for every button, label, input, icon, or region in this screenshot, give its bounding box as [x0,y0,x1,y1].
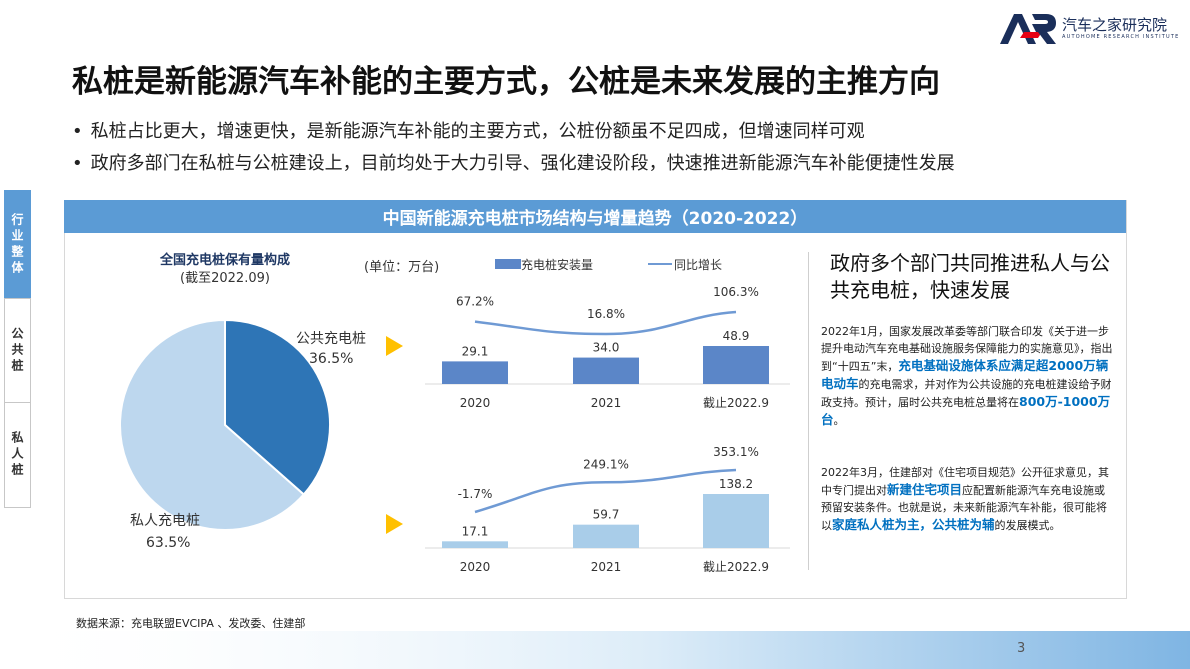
pie-title: 全国充电桩保有量构成 [159,253,290,268]
para-text: 2022年3月，住建部对《住宅项目规范》公开征求意见，其中专门提出对 [821,466,1109,497]
bullet-text: 私桩占比更大，增速更快，是新能源汽车补能的主要方式，公桩份额虽不足四成，但增速同… [90,121,865,142]
bar-value-label: 29.1 [462,344,489,358]
para-text: 的发展模式。 [994,519,1061,532]
panel-title: 中国新能源充电桩市场结构与增量趋势（2020-2022） [64,200,1126,233]
para-text: 。 [833,414,845,427]
bar-chart-private: 17.1 2020 59.7 2021 138.2 截止2022.9 -1.7% 249.1%… [425,445,790,574]
footer-bar [0,631,1190,669]
growth-line [474,310,737,336]
bar [703,346,769,384]
tab-private[interactable]: 私人桩 [4,402,31,508]
bar-value-label: 138.2 [719,477,753,491]
bar-value-label: 17.1 [462,524,489,538]
growth-label: -1.7% [458,487,493,501]
bar [703,494,769,548]
bar-value-label: 48.9 [723,329,750,343]
bullet-item-1: • 私桩占比更大，增速更快，是新能源汽车补能的主要方式，公桩份额虽不足四成，但增速… [72,121,865,142]
bar-value-label: 34.0 [593,341,620,355]
bar [442,541,508,548]
bullet-text: 政府多部门在私桩与公桩建设上，目前均处于大力引导、强化建设阶段，快速推进新能源汽… [90,153,955,174]
para-text: 应配置新能源汽车充电设施或预留安装条件。也就是说，未来新能源汽车补能，很可能将以 [821,484,1107,532]
pie-label-public: 公共充电桩 [296,331,366,347]
pie-slice [224,318,331,496]
category-label: 2021 [591,560,622,574]
pie-chart [119,318,331,531]
tab-public[interactable]: 公共桩 [4,298,31,403]
logo-subtext: AUTOHOME RESEARCH INSTITUTE [1062,34,1180,40]
category-label: 截止2022.9 [703,396,769,410]
legend-bar-swatch [495,259,521,269]
growth-label: 106.3% [713,285,759,299]
pointer-triangle-icon [386,336,403,356]
para-highlight: 充电基础设施体系应满足超2000万辆电动车 [821,358,1109,391]
para-text: 的充电需求，并对作为公共设施的充电桩建设给予财政支持。预计，届时公共充电桩总量将… [821,378,1112,409]
pie-label-private: 私人充电桩 [130,513,200,529]
bar-chart-public: 29.1 2020 34.0 2021 48.9 截止2022.9 67.2% 16.8% 10… [425,285,790,410]
para-text: 2022年1月，国家发展改革委等部门联合印发《关于进一步提升电动汽车充电基础设施… [821,325,1113,373]
growth-label: 353.1% [713,445,759,459]
pointer-triangle-icon [386,514,403,534]
growth-label: 67.2% [456,295,494,309]
pie-slice [119,318,306,531]
logo-icon [1000,14,1056,44]
category-label: 2020 [460,560,491,574]
category-label: 2021 [591,396,622,410]
growth-label: 16.8% [587,307,625,321]
category-label: 截止2022.9 [703,560,769,574]
legend-bar-label: 充电桩安装量 [521,258,594,272]
pie-pct-public: 36.5% [309,351,354,367]
pie-subtitle: (截至2022.09) [180,271,270,286]
divider [808,252,809,570]
bar [573,524,639,548]
data-source: 数据来源：充电联盟EVCIPA 、发改委、住建部 [76,617,306,630]
right-heading: 政府多个部门共同推进私人与公共充电桩，快速发展 [830,251,1110,302]
policy-paragraph-1: 2022年1月，国家发展改革委等部门联合印发《关于进一步提升电动汽车充电基础设施… [821,323,1115,429]
policy-paragraph-2: 2022年3月，住建部对《住宅项目规范》公开征求意见，其中专门提出对新建住宅项目… [821,464,1115,534]
pie-pct-private: 63.5% [146,535,191,551]
growth-line [474,468,737,514]
legend-line-label: 同比增长 [674,258,723,272]
para-highlight: 800万-1000万台 [821,394,1111,427]
bar [573,357,639,384]
growth-label: 249.1% [583,457,629,471]
unit-label: (单位：万台) [364,260,440,275]
logo-text: 汽车之家研究院 [1062,16,1168,34]
bullet-item-2: • 政府多部门在私桩与公桩建设上，目前均处于大力引导、强化建设阶段，快速推进新能源… [72,153,955,174]
para-highlight: 新建住宅项目 [887,482,963,497]
bar [442,361,508,384]
bar-value-label: 59.7 [593,508,620,522]
legend-line-swatch [648,263,672,265]
page-title: 私桩是新能源汽车补能的主要方式，公桩是未来发展的主推方向 [72,64,940,100]
tab-industry[interactable]: 行业整体 [4,190,31,299]
para-highlight: 家庭私人桩为主，公共桩为辅 [832,517,995,532]
page-number: 3 [1017,641,1026,656]
category-label: 2020 [460,396,491,410]
